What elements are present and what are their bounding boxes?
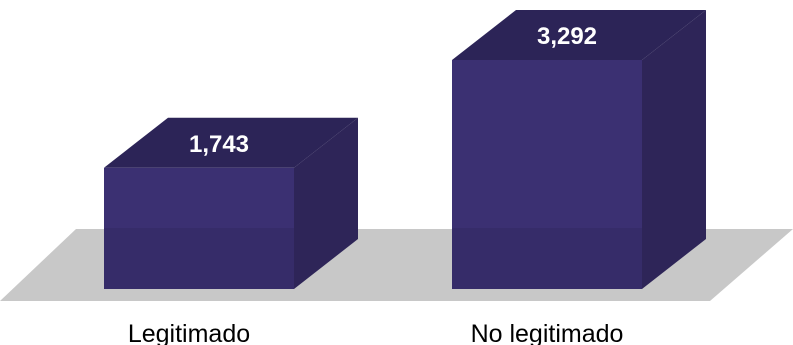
bar-top-face	[452, 10, 706, 60]
bar-front-face	[104, 167, 294, 289]
bar-floor-shadow	[104, 228, 294, 289]
bar-floor-shadow	[452, 228, 642, 289]
bar-side-face	[642, 10, 706, 289]
bar-side-face	[294, 117, 358, 289]
bar-no-legitimado	[452, 10, 706, 289]
category-tick-label: Legitimado	[128, 320, 250, 345]
category-tick-label: No legitimado	[471, 320, 624, 345]
bar-front-face	[452, 60, 642, 289]
data-label: 3,292	[537, 23, 597, 50]
bar-legitimado	[104, 117, 358, 289]
bar-top-face	[104, 117, 358, 168]
data-label: 1,743	[189, 131, 249, 158]
